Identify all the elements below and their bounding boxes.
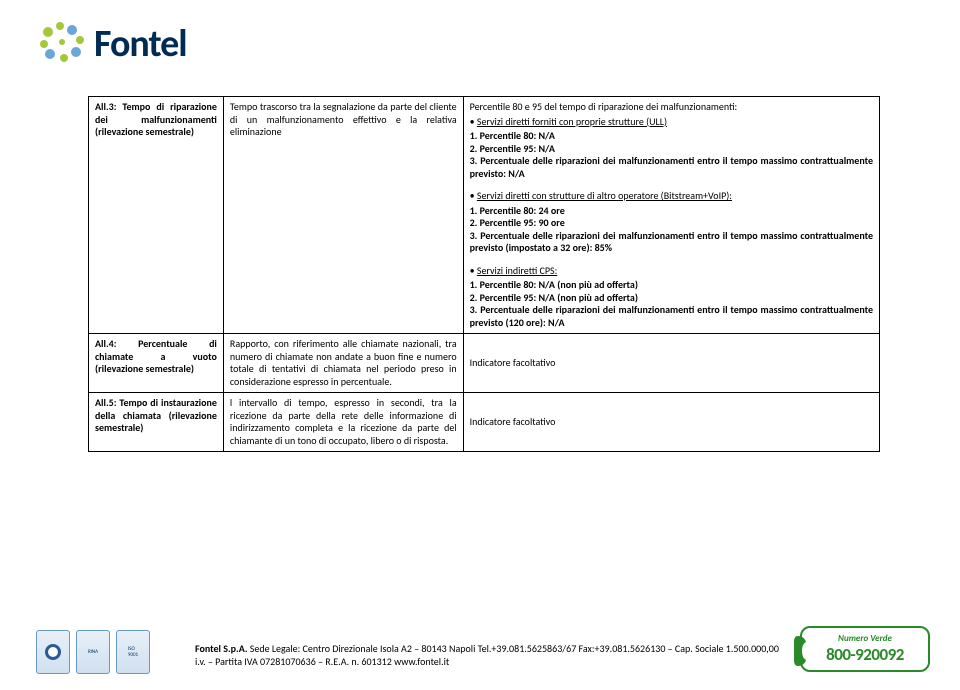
cell-text: Tempo trascorso tra la segnalazione da p… xyxy=(230,100,457,138)
table-row: All.4: Percentuale di chiamate a vuoto (… xyxy=(89,334,880,393)
line: 2. Percentile 95: 90 ore xyxy=(470,216,565,229)
cell-all5-desc: l intervallo di tempo, espresso in secon… xyxy=(223,393,463,452)
line: 3. Percentuale delle riparazioni dei mal… xyxy=(470,303,873,329)
cell-text: All.5: Tempo di instaurazione della chia… xyxy=(95,396,217,434)
cert-badge-icon xyxy=(36,630,70,674)
cell-all5-title: All.5: Tempo di instaurazione della chia… xyxy=(89,393,224,452)
cert-badge-icon: ISO9001 xyxy=(116,630,150,674)
line: 1. Percentile 80: 24 ore xyxy=(470,204,565,217)
line: 1. Percentile 80: N/A (non più ad offert… xyxy=(470,278,638,291)
line: 2. Percentile 95: N/A xyxy=(470,142,555,155)
nv-number: 800-920092 xyxy=(826,644,904,665)
cell-bitstream-voip: Servizi diretti con strutture di altro o… xyxy=(463,184,879,259)
cell-text: Indicatore facoltativo xyxy=(470,356,556,369)
company-name: Fontel S.p.A. xyxy=(195,642,248,655)
cell-all4-title: All.4: Percentuale di chiamate a vuoto (… xyxy=(89,334,224,393)
phone-icon xyxy=(792,634,818,668)
fontel-logo-icon xyxy=(36,18,88,70)
header: Fontel xyxy=(36,18,187,70)
nv-label: Numero Verde xyxy=(838,633,892,644)
table-row: All.3: Tempo di riparazione dei malfunzi… xyxy=(89,97,880,185)
cell-text: Indicatore facoltativo xyxy=(470,415,556,428)
cell-text: l intervallo di tempo, espresso in secon… xyxy=(230,396,457,447)
line: 1. Percentile 80: N/A xyxy=(470,129,555,142)
cell-all3-desc: Tempo trascorso tra la segnalazione da p… xyxy=(223,97,463,334)
indicators-table: All.3: Tempo di riparazione dei malfunzi… xyxy=(88,96,880,452)
footer-line1: Sede Legale: Centro Direzionale Isola A2… xyxy=(248,642,779,655)
line: 3. Percentuale delle riparazioni dei mal… xyxy=(470,229,873,255)
certification-badges: RINA ISO9001 xyxy=(36,630,150,674)
footer-line2: i.v. – Partita IVA 07281070636 – R.E.A. … xyxy=(195,655,449,668)
table-row: All.5: Tempo di instaurazione della chia… xyxy=(89,393,880,452)
cell-all4-val: Indicatore facoltativo xyxy=(463,334,879,393)
bullet-text: Servizi diretti forniti con proprie stru… xyxy=(477,115,667,128)
cell-all4-desc: Rapporto, con riferimento alle chiamate … xyxy=(223,334,463,393)
line: 3. Percentuale delle riparazioni dei mal… xyxy=(470,154,873,180)
footer: RINA ISO9001 Fontel S.p.A. Sede Legale: … xyxy=(0,620,960,678)
brand-name: Fontel xyxy=(94,21,187,67)
cell-all5-val: Indicatore facoltativo xyxy=(463,393,879,452)
footer-text: Fontel S.p.A. Sede Legale: Centro Direzi… xyxy=(195,642,779,668)
intro-text: Percentile 80 e 95 del tempo di riparazi… xyxy=(470,101,873,114)
numero-verde-box: Numero Verde 800-920092 xyxy=(800,626,930,672)
cell-all3-title: All.3: Tempo di riparazione dei malfunzi… xyxy=(89,97,224,334)
cell-text: All.3: Tempo di riparazione dei malfunzi… xyxy=(95,100,217,138)
bullet-text: Servizi indiretti CPS: xyxy=(477,264,557,277)
cell-text: Rapporto, con riferimento alle chiamate … xyxy=(230,337,457,388)
cert-badge-icon: RINA xyxy=(76,630,110,674)
cell-percentile-ull: Percentile 80 e 95 del tempo di riparazi… xyxy=(463,97,879,185)
bullet-text: Servizi diretti con strutture di altro o… xyxy=(477,189,732,202)
cell-text: All.4: Percentuale di chiamate a vuoto (… xyxy=(95,337,217,375)
line: 2. Percentile 95: N/A (non più ad offert… xyxy=(470,291,638,304)
cell-cps: Servizi indiretti CPS: 1. Percentile 80:… xyxy=(463,259,879,334)
